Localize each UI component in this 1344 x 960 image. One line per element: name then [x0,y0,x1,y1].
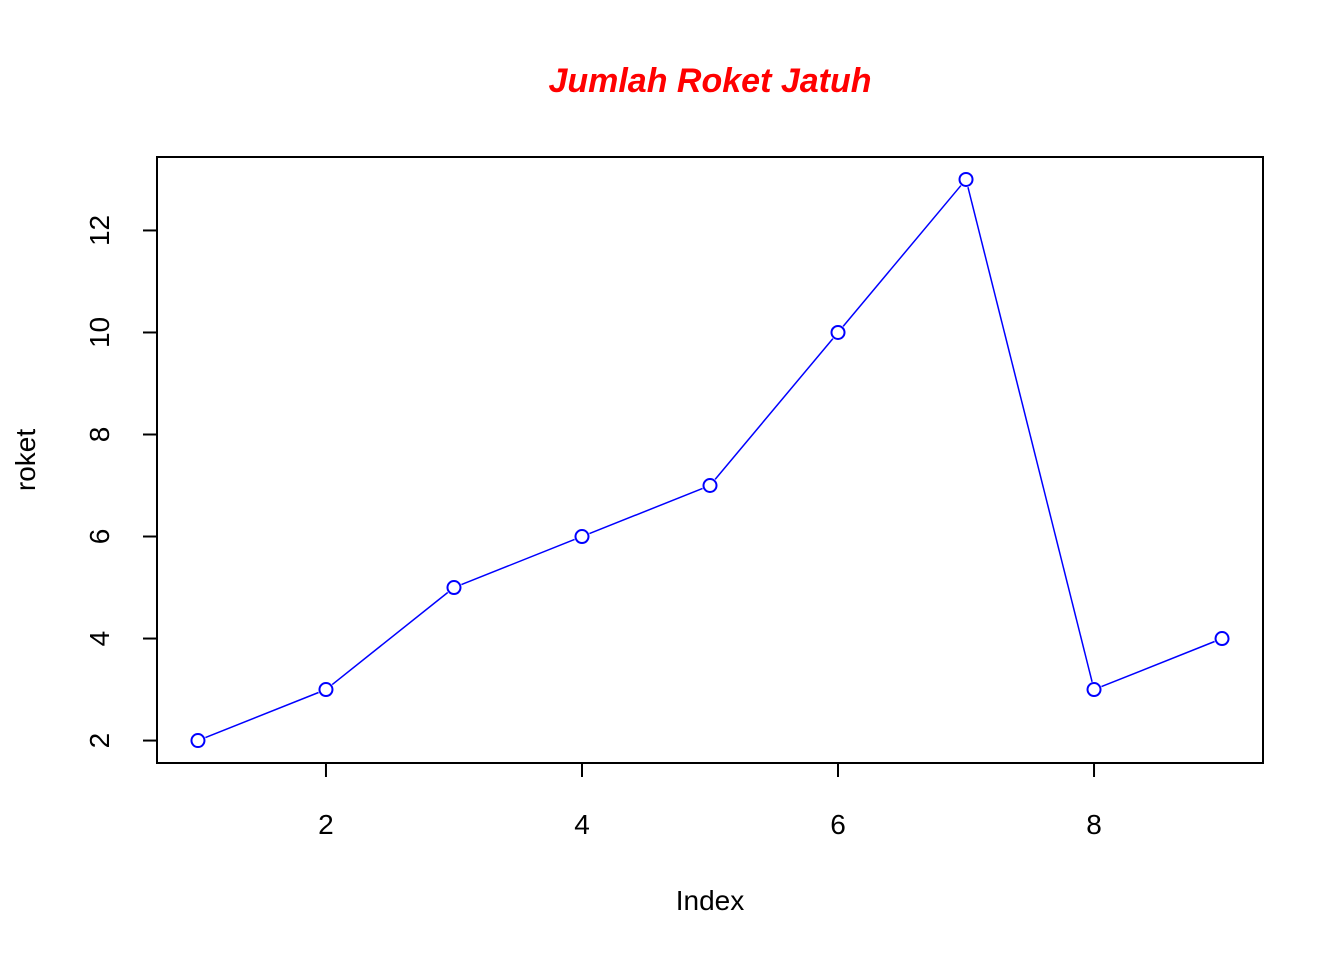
y-axis: 2 4 6 8 10 12 [84,215,158,749]
x-tick-label: 4 [574,809,590,840]
x-axis-label: Index [676,885,745,916]
data-point [1086,682,1102,698]
x-axis: 2 4 6 8 [318,762,1102,840]
series-layer [190,171,1230,749]
series-line-segment [331,591,449,686]
data-point [958,171,974,187]
y-axis-label: roket [10,429,41,491]
data-point [830,324,846,340]
data-point [1214,631,1230,647]
series-0 [190,171,1230,749]
series-line-segment [205,691,319,739]
y-tick-label: 2 [84,733,115,749]
data-point [318,682,334,698]
series-line-segment [589,487,703,535]
data-point [574,529,590,545]
x-tick-label: 8 [1086,809,1102,840]
data-point [702,478,718,494]
x-tick-label: 6 [830,809,846,840]
plot-frame [156,156,1264,764]
series-line-segment [1101,640,1215,688]
x-tick-label: 2 [318,809,334,840]
y-tick-label: 10 [84,317,115,348]
y-tick-label: 6 [84,529,115,545]
data-point [446,580,462,596]
series-line-segment [461,538,575,586]
series-line-segment [967,187,1093,682]
y-tick-label: 8 [84,427,115,443]
chart-title: Jumlah Roket Jatuh [548,62,871,100]
series-line-segment [842,185,962,327]
series-line-segment [714,338,834,480]
y-tick-label: 12 [84,215,115,246]
data-point [190,733,206,749]
y-tick-label: 4 [84,631,115,647]
